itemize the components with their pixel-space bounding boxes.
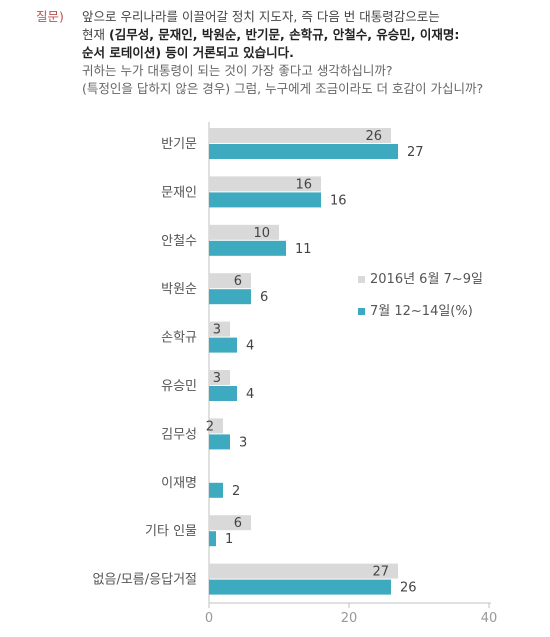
bar-series-2 [209,579,391,595]
bar-series-1 [209,224,279,240]
legend-swatch-series-1 [358,276,365,283]
bar-series-2 [209,289,251,305]
bar-series-2 [209,386,237,401]
question-line-2-lead: 현재 [82,27,109,42]
data-label-series-2: 4 [246,339,254,354]
x-tick-label: 40 [481,611,498,626]
bar-series-2 [209,240,286,256]
x-tick-label: 0 [205,611,213,626]
category-label: 안철수 [161,234,197,249]
data-label-series-1: 16 [295,177,312,192]
bar-series-1 [209,176,321,192]
data-label-series-2: 3 [239,435,247,450]
data-label-series-2: 16 [330,193,347,208]
data-label-series-1: 6 [234,274,242,289]
legend-item-series-2: 7월 12~14일(%) [358,300,473,319]
data-label-series-1: 26 [365,129,382,144]
data-label-series-2: 2 [232,484,240,499]
category-label: 없음/모름/응답거절 [93,573,197,588]
data-label-series-2: 6 [260,290,268,305]
category-label: 손학규 [161,331,197,346]
bar-series-2 [209,482,223,498]
category-label: 문재인 [161,185,197,200]
bar-series-1 [209,273,251,289]
bar-series-2 [209,531,216,547]
question-line-3: 순서 로테이션) 등이 거론되고 있습니다. [82,45,294,60]
bar-series-1 [209,370,230,385]
data-label-series-2: 27 [407,145,424,160]
bar-series-1 [209,128,391,143]
question-line-5: (특정인을 답하지 않은 경우) 그럼, 누구에게 조금이라도 더 호감이 가십… [82,81,484,96]
legend-label-series-2: 7월 12~14일(%) [370,304,473,319]
question-line-4: 귀하는 누가 대통령이 되는 것이 가장 좋다고 생각하십니까? [82,63,393,78]
bar-series-1 [209,321,230,337]
data-label-series-1: 3 [213,323,221,338]
data-label-series-2: 4 [246,387,254,402]
x-tick-label: 20 [341,611,358,626]
legend-label-series-1: 2016년 6월 7~9일 [370,272,483,287]
category-label: 이재명 [161,476,197,491]
category-label: 기타 인물 [145,524,197,539]
question-line-2: 현재 (김무성, 문재인, 박원순, 반기문, 손학규, 안철수, 유승민, 이… [82,26,459,44]
question-line-1: 앞으로 우리나라를 이끌어갈 정치 지도자, 즉 다음 번 대통령감으로는 [82,9,440,24]
data-label-series-1: 10 [253,226,270,241]
question-line-2-names: (김무성, 문재인, 박원순, 반기문, 손학규, 안철수, 유승민, 이재명: [108,27,460,42]
bar-series-1 [209,418,223,434]
bar-series-1 [209,563,398,579]
question-prefix: 질문) [36,9,64,24]
category-label: 김무성 [161,427,197,442]
data-label-series-1: 2 [206,419,214,434]
category-label: 반기문 [161,137,197,152]
bar-series-2 [209,192,321,208]
data-label-series-1: 6 [234,516,242,531]
legend-swatch-series-2 [358,308,365,315]
bar-series-2 [209,144,398,159]
data-label-series-1: 27 [372,565,389,580]
category-label: 유승민 [161,379,197,394]
data-label-series-1: 3 [213,371,221,386]
category-label: 박원순 [161,282,197,297]
data-label-series-2: 1 [225,532,233,547]
legend-item-series-1: 2016년 6월 7~9일 [358,268,483,287]
data-label-series-2: 11 [295,242,312,257]
bar-series-2 [209,434,230,450]
bar-series-1 [209,515,251,531]
bar-series-2 [209,337,237,353]
data-label-series-2: 26 [400,581,417,596]
